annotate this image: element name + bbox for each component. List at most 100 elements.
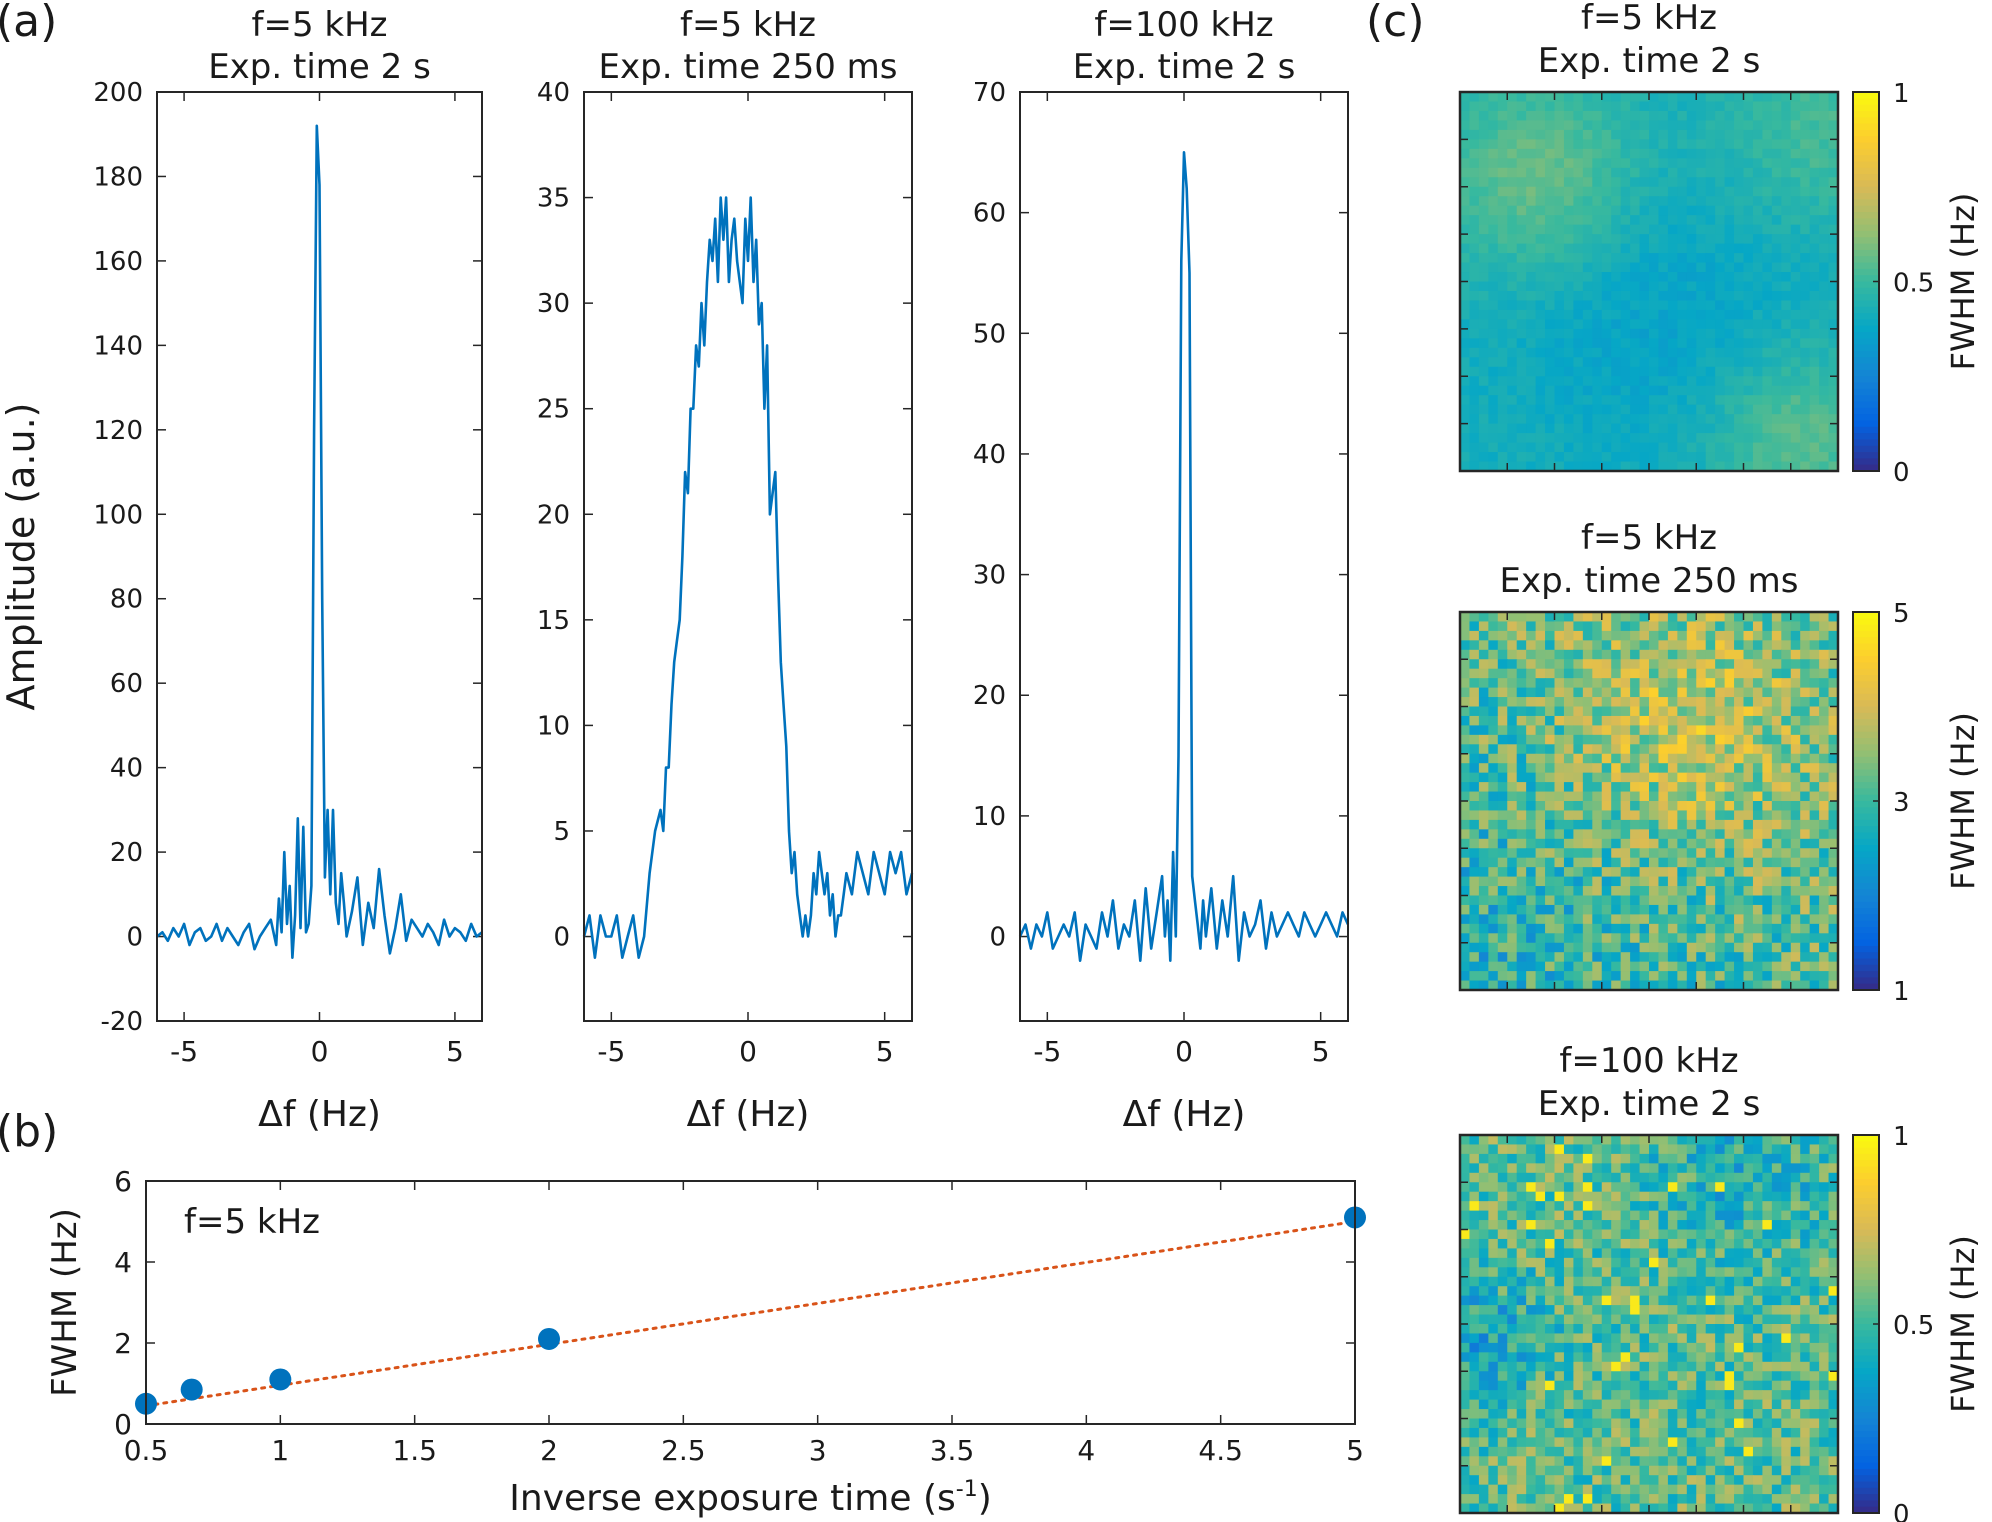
c2-heatmap-cell [1800,895,1811,906]
c1-heatmap-cell [1460,186,1471,197]
c3-heatmap-cell [1686,1324,1697,1335]
c2-heatmap-cell [1592,801,1603,812]
c2-heatmap-cell [1752,895,1763,906]
c2-heatmap-cell [1771,848,1782,859]
c1-heatmap-cell [1828,215,1839,226]
c2-heatmap-cell [1601,649,1612,660]
c1-heatmap-cell [1630,461,1641,472]
c1-heatmap-cell [1724,139,1735,150]
c1-heatmap-cell [1478,357,1489,368]
c2-heatmap-cell [1592,867,1603,878]
c3-heatmap-cell [1790,1238,1801,1249]
c3-heatmap-cell [1630,1342,1641,1353]
c3-heatmap-cell [1752,1342,1763,1353]
c1-colorbar-step [1853,363,1879,371]
c2-heatmap-cell [1630,942,1641,953]
c2-heatmap-cell [1563,952,1574,963]
c2-heatmap-cell [1460,612,1471,623]
c2-heatmap-cell [1526,952,1537,963]
c3-heatmap-cell [1734,1456,1745,1467]
c2-heatmap-cell [1601,687,1612,698]
c2-heatmap-cell [1677,942,1688,953]
c2-heatmap-cell [1497,744,1508,755]
c2-heatmap-cell [1592,744,1603,755]
c1-heatmap-cell [1667,319,1678,330]
c3-heatmap-cell [1734,1314,1745,1325]
c1-heatmap-cell [1667,300,1678,311]
c3-heatmap-cell [1667,1191,1678,1202]
c2-heatmap-cell [1667,886,1678,897]
c3-heatmap-cell [1752,1371,1763,1382]
c1-heatmap-cell [1705,224,1716,235]
c2-heatmap-cell [1724,952,1735,963]
c3-heatmap-cell [1800,1267,1811,1278]
c1-heatmap-cell [1809,177,1820,188]
c3-heatmap-cell [1781,1191,1792,1202]
c3-heatmap-cell [1686,1342,1697,1353]
c2-heatmap-cell [1639,753,1650,764]
c2-heatmap-cell [1828,715,1839,726]
c3-heatmap-cell [1554,1324,1565,1335]
c1-heatmap-cell [1724,243,1735,254]
c2-heatmap-cell [1478,876,1489,887]
c2-heatmap-cell [1478,715,1489,726]
c1-heatmap-cell [1507,120,1518,131]
c3-heatmap-cell [1460,1437,1471,1448]
c3-heatmap-cell [1554,1352,1565,1363]
c1-heatmap-cell [1819,300,1830,311]
c2-heatmap-cell [1677,791,1688,802]
c3-heatmap-cell [1469,1135,1480,1146]
c3-heatmap-cell [1696,1276,1707,1287]
c2-heatmap-cell [1771,649,1782,660]
c1-heatmap-cell [1611,433,1622,444]
c1-heatmap-cell [1705,158,1716,169]
c3-heatmap-cell [1743,1182,1754,1193]
c3-heatmap-cell [1696,1305,1707,1316]
c3-heatmap-cell [1762,1361,1773,1372]
c2-heatmap-cell [1771,810,1782,821]
c2-heatmap-cell [1667,848,1678,859]
c2-heatmap-cell [1705,914,1716,925]
c2-heatmap-cell [1686,678,1697,689]
c2-heatmap-cell [1620,725,1631,736]
c3-heatmap-cell [1507,1390,1518,1401]
c3-heatmap-cell [1819,1295,1830,1306]
c3-heatmap-cell [1771,1182,1782,1193]
c2-heatmap-cell [1460,725,1471,736]
c1-heatmap-cell [1715,328,1726,339]
c2-heatmap-cell [1554,933,1565,944]
c1-heatmap-cell [1535,385,1546,396]
c3-heatmap-cell [1563,1427,1574,1438]
c2-heatmap-cell [1469,971,1480,982]
c2-heatmap-cell [1828,697,1839,708]
c2-heatmap-cell [1620,810,1631,821]
c2-heatmap-cell [1705,734,1716,745]
c2-heatmap-cell [1601,933,1612,944]
c2-heatmap-cell [1563,687,1574,698]
c1-heatmap-cell [1752,385,1763,396]
c2-heatmap-cell [1535,971,1546,982]
c2-heatmap-cell [1752,961,1763,972]
c1-heatmap-cell [1582,328,1593,339]
c1-heatmap-cell [1724,129,1735,140]
c3-heatmap-cell [1696,1286,1707,1297]
c2-heatmap-cell [1800,630,1811,641]
c3-heatmap-cell [1545,1418,1556,1429]
c1-heatmap-cell [1592,243,1603,254]
c1-heatmap-cell [1658,167,1669,178]
c2-heatmap-cell [1507,801,1518,812]
c3-heatmap-cell [1601,1220,1612,1231]
c3-heatmap-cell [1592,1182,1603,1193]
c3-heatmap-cell [1469,1220,1480,1231]
c3-heatmap-cell [1696,1333,1707,1344]
c2-heatmap-cell [1677,668,1688,679]
c2-heatmap-cell [1705,630,1716,641]
c1-heatmap-cell [1734,433,1745,444]
c2-heatmap-cell [1705,640,1716,651]
c2-heatmap-cell [1819,867,1830,878]
c3-heatmap-cell [1469,1172,1480,1183]
c2-heatmap-cell [1734,952,1745,963]
c1-heatmap-cell [1790,433,1801,444]
c3-heatmap-cell [1630,1201,1641,1212]
a2-xtick-label: 5 [876,1035,894,1068]
